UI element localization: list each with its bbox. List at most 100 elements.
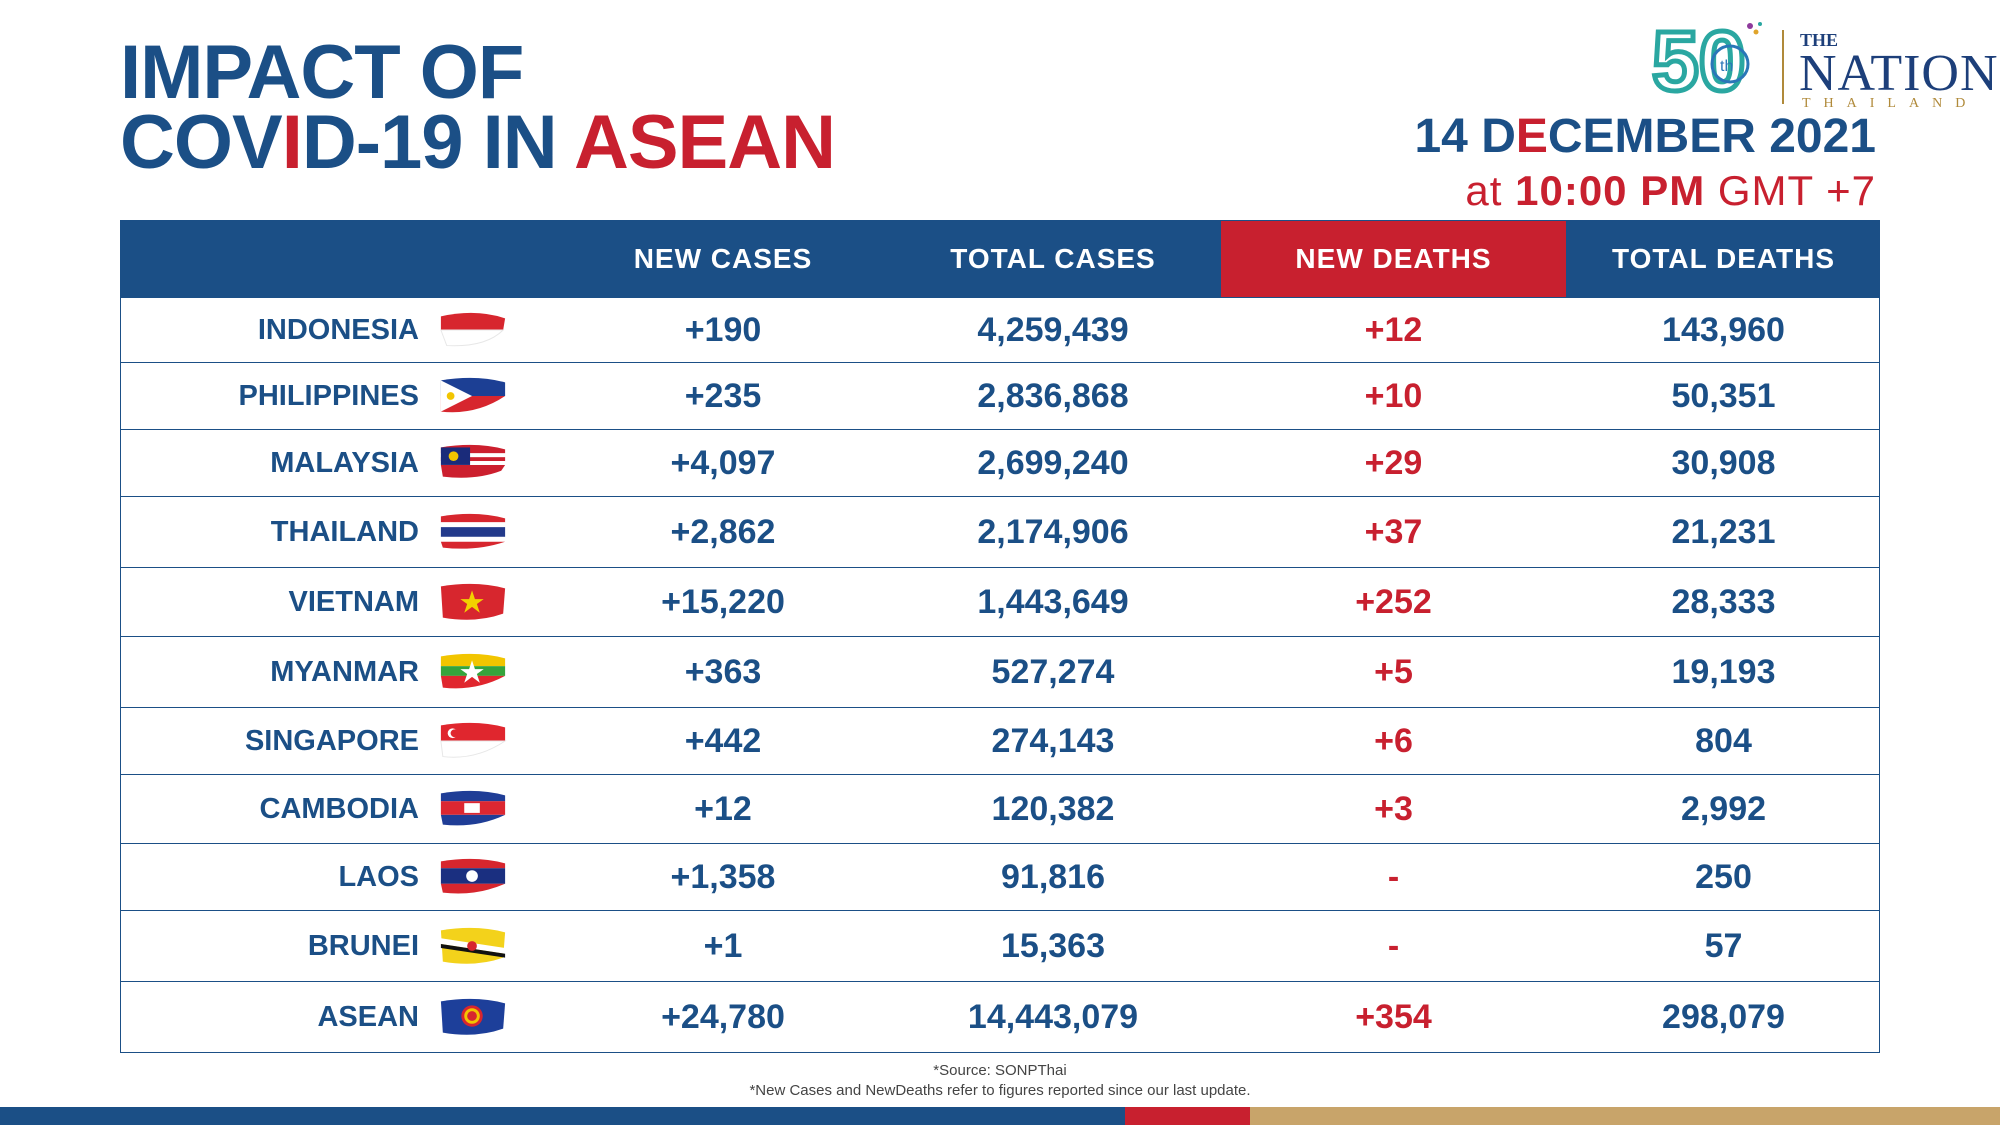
table-body: INDONESIA +190 4,259,439 +12 143,960 PHILIPPI… [121, 297, 1879, 1052]
logo-thailand: THAILAND [1802, 96, 1979, 111]
header-country [121, 221, 561, 297]
total-deaths-cell: 50,351 [1671, 376, 1776, 415]
new-cases-cell: +15,220 [661, 582, 785, 621]
date-part: CEMBER 2021 [1547, 110, 1876, 163]
philippines-flag-icon [440, 377, 506, 413]
total-cases-cell: 2,699,240 [977, 443, 1129, 482]
total-deaths-cell: 21,231 [1671, 512, 1776, 551]
new-cases-cell: +363 [684, 652, 762, 691]
total-cases-cell: 15,363 [1001, 926, 1105, 965]
title-part: COV [120, 100, 283, 185]
table-row: VIETNAM +15,220 1,443,649 +252 28,333 [121, 567, 1879, 636]
table-row: BRUNEI +1 15,363 - 57 [121, 910, 1879, 981]
logo-divider [1782, 30, 1784, 104]
report-time: at 10:00 PM GMT +7 [1465, 168, 1876, 214]
country-name: CAMBODIA [259, 792, 420, 825]
header-total-deaths: TOTAL DEATHS [1611, 243, 1836, 274]
date-part: 14 D [1414, 110, 1516, 163]
brunei-flag-icon [440, 927, 506, 964]
total-deaths-cell: 28,333 [1671, 582, 1776, 621]
page-title: IMPACT OF COVID-19 IN ASEAN [120, 30, 836, 181]
fiftieth-anniversary-icon: 50 th [1650, 16, 1762, 104]
title-line-1: IMPACT OF [120, 30, 524, 115]
country-name: MALAYSIA [270, 446, 419, 479]
new-deaths-cell: +252 [1355, 582, 1432, 621]
new-deaths-cell: +12 [1364, 310, 1423, 349]
report-date: 14 DECEMBER 2021 [1414, 112, 1876, 162]
country-cell: SINGAPORE [121, 708, 561, 774]
total-cases-cell: 1,443,649 [977, 582, 1129, 621]
total-cases-cell: 120,382 [991, 789, 1115, 828]
new-deaths-cell: +37 [1364, 512, 1423, 551]
malaysia-flag-icon [440, 444, 506, 478]
source-note: *Source: SONPThai [933, 1062, 1067, 1079]
svg-text:th: th [1720, 58, 1733, 75]
total-deaths-cell: 19,193 [1671, 652, 1776, 691]
country-cell: PHILIPPINES [121, 363, 561, 429]
logo-nation: NATION [1799, 45, 1999, 102]
footer-bar-navy [0, 1107, 1125, 1125]
table-row: ASEAN +24,780 14,443,079 +354 298,079 [121, 981, 1879, 1052]
footer-bar-red [1125, 1107, 1250, 1125]
covid-table: NEW CASES TOTAL CASES NEW DEATHS TOTAL D… [120, 220, 1880, 1053]
logo-the: THE [1800, 30, 1839, 50]
country-cell: VIETNAM [121, 568, 561, 636]
new-cases-cell: +24,780 [661, 997, 785, 1036]
country-name: ASEAN [317, 1000, 419, 1033]
country-name: LAOS [338, 860, 419, 893]
country-cell: LAOS [121, 844, 561, 910]
header-new-deaths: NEW DEATHS [1221, 221, 1566, 297]
total-cases-cell: 4,259,439 [977, 310, 1129, 349]
total-cases-cell: 2,836,868 [977, 376, 1129, 415]
title-line-2: COVID-19 IN ASEAN [120, 105, 836, 181]
country-cell: CAMBODIA [121, 775, 561, 843]
new-deaths-cell: +354 [1355, 997, 1432, 1036]
country-cell: BRUNEI [121, 911, 561, 981]
new-deaths-cell: +29 [1364, 443, 1423, 482]
new-cases-cell: +190 [684, 310, 762, 349]
table-row: THAILAND +2,862 2,174,906 +37 21,231 [121, 496, 1879, 567]
title-part: D-19 IN [301, 100, 574, 185]
laos-flag-icon [440, 858, 506, 894]
table-row: LAOS +1,358 91,816 - 250 [121, 843, 1879, 910]
table-row: SINGAPORE +442 274,143 +6 804 [121, 707, 1879, 774]
new-deaths-cell: +10 [1364, 376, 1423, 415]
new-cases-cell: +1 [703, 926, 743, 965]
country-name: THAILAND [270, 515, 419, 548]
new-deaths-cell: +3 [1374, 789, 1413, 828]
total-cases-cell: 527,274 [991, 652, 1115, 691]
country-cell: MALAYSIA [121, 430, 561, 496]
total-cases-cell: 91,816 [1001, 857, 1105, 896]
new-deaths-cell: +5 [1374, 652, 1413, 691]
total-deaths-cell: 2,992 [1680, 789, 1767, 828]
total-deaths-cell: 30,908 [1671, 443, 1776, 482]
total-deaths-cell: 298,079 [1662, 997, 1785, 1036]
vietnam-flag-icon [440, 583, 506, 620]
time-prefix: at [1465, 167, 1516, 214]
table-row: CAMBODIA +12 120,382 +3 2,992 [121, 774, 1879, 843]
total-deaths-cell: 143,960 [1662, 310, 1785, 349]
table-header: NEW CASES TOTAL CASES NEW DEATHS TOTAL D… [121, 221, 1879, 297]
new-cases-cell: +12 [694, 789, 752, 828]
total-deaths-cell: 804 [1695, 721, 1752, 760]
country-name: VIETNAM [288, 585, 420, 618]
country-cell: INDONESIA [121, 298, 561, 362]
total-deaths-cell: 250 [1695, 857, 1752, 896]
new-deaths-cell: - [1387, 857, 1400, 896]
footer-bar-gold [1250, 1107, 2000, 1125]
country-name: SINGAPORE [244, 724, 419, 757]
total-cases-cell: 2,174,906 [977, 512, 1129, 551]
table-row: INDONESIA +190 4,259,439 +12 143,960 [121, 297, 1879, 362]
header-new-cases: NEW CASES [633, 243, 813, 274]
myanmar-flag-icon [440, 653, 506, 689]
table-row: PHILIPPINES +235 2,836,868 +10 50,351 [121, 362, 1879, 429]
new-cases-cell: +2,862 [670, 512, 776, 551]
indonesia-flag-icon [440, 312, 506, 347]
title-part-red: I [281, 100, 303, 185]
total-deaths-cell: 57 [1704, 926, 1743, 965]
footnote: *New Cases and NewDeaths refer to figure… [749, 1082, 1251, 1099]
new-cases-cell: +442 [684, 721, 762, 760]
new-cases-cell: +1,358 [670, 857, 776, 896]
new-cases-cell: +4,097 [670, 443, 776, 482]
cambodia-flag-icon [440, 790, 506, 826]
